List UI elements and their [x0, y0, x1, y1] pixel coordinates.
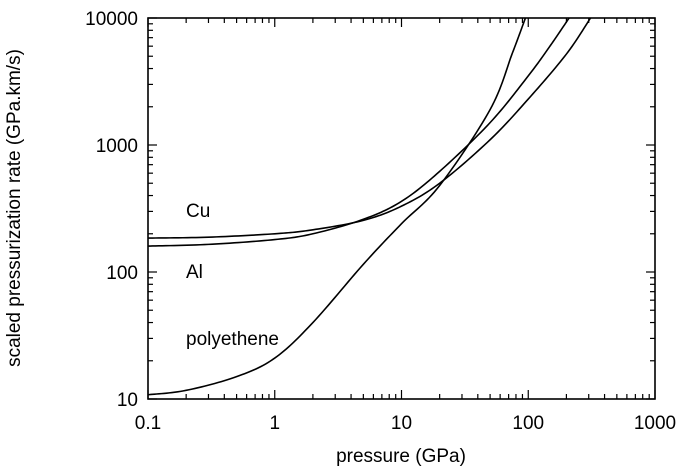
axis-ticks — [147, 17, 656, 400]
series-label-al: Al — [186, 262, 203, 283]
cu-curve — [147, 17, 592, 239]
x-tick-label: 0.1 — [135, 413, 161, 434]
x-tick-label: 10 — [391, 413, 412, 434]
al-curve — [147, 17, 570, 247]
y-tick-label: 10 — [117, 390, 138, 411]
series-label-cu: Cu — [186, 201, 210, 222]
y-axis-label: scaled pressurization rate (GPa.km/s) — [4, 49, 25, 367]
data-curves — [147, 17, 592, 396]
polyethene-curve — [147, 17, 527, 396]
y-tick-label: 10000 — [85, 9, 138, 30]
x-tick-label: 100 — [512, 413, 544, 434]
x-tick-label: 1000 — [634, 413, 676, 434]
y-tick-label: 100 — [106, 263, 138, 284]
x-tick-label: 1 — [269, 413, 280, 434]
y-tick-label: 1000 — [96, 136, 138, 157]
tick-labels: 0.1 1 10 100 1000 10 100 1000 10000 — [85, 9, 676, 434]
x-axis-label: pressure (GPa) — [336, 446, 466, 467]
series-label-polyethene: polyethene — [186, 329, 279, 350]
